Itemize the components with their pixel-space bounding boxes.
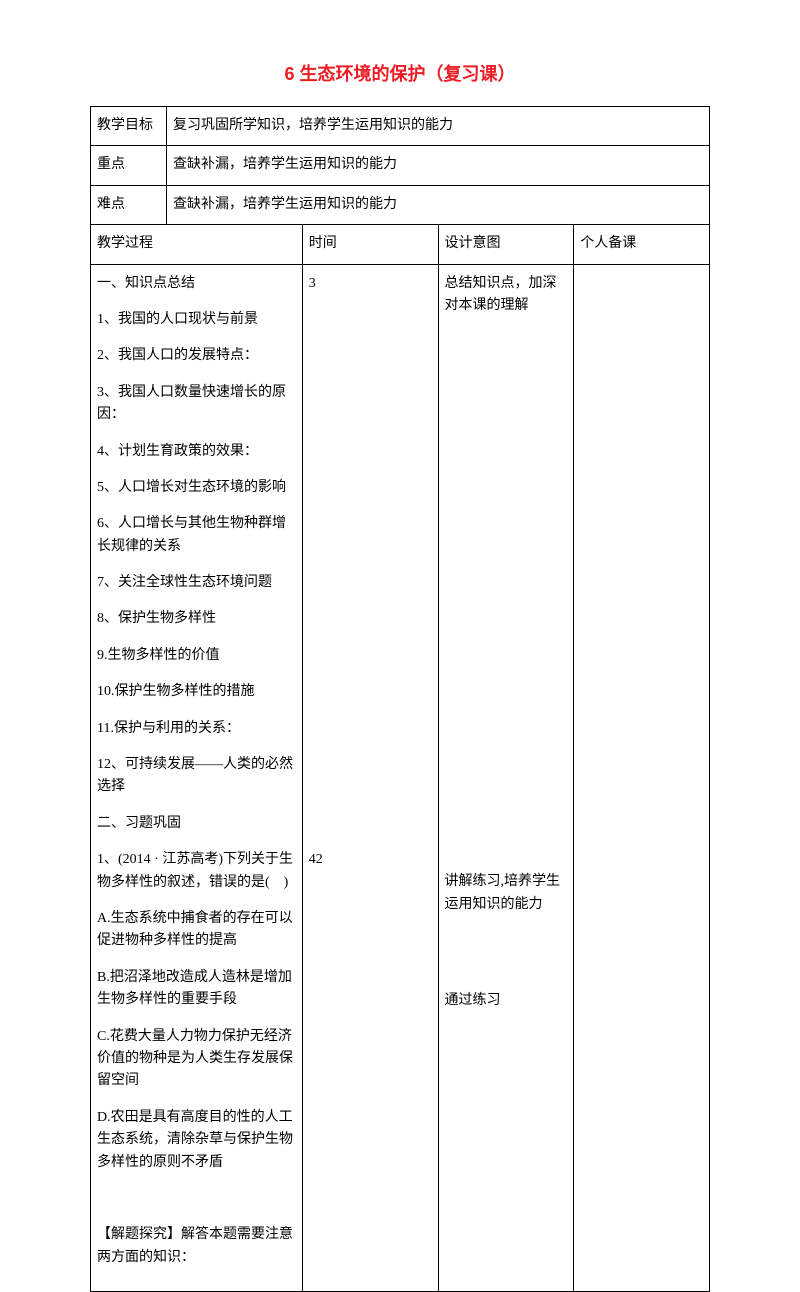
goal-label: 教学目标 [91, 107, 167, 146]
intent-text: 总结知识点，加深对本课的理解 [445, 273, 568, 318]
process-line: 5、人口增长对生态环境的影响 [97, 477, 296, 499]
document-title: 6 生态环境的保护（复习课） [90, 60, 710, 86]
row-focus: 重点 查缺补漏，培养学生运用知识的能力 [91, 146, 710, 185]
process-line: 二、习题巩固 [97, 813, 296, 835]
time-content-cell: 3 42 [302, 264, 438, 1292]
time-label: 时间 [302, 225, 438, 264]
time-value: 3 [309, 273, 432, 295]
process-line: 7、关注全球性生态环境问题 [97, 572, 296, 594]
process-line [97, 1188, 296, 1210]
notes-label: 个人备课 [574, 225, 710, 264]
process-line: B.把沼泽地改造成人造林是增加生物多样性的重要手段 [97, 967, 296, 1012]
spacer [309, 309, 432, 849]
process-label: 教学过程 [91, 225, 303, 264]
process-line: 6、人口增长与其他生物种群增长规律的关系 [97, 513, 296, 558]
process-line: 一、知识点总结 [97, 273, 296, 295]
row-content: 一、知识点总结 1、我国的人口现状与前景 2、我国人口的发展特点： 3、我国人口… [91, 264, 710, 1292]
row-difficulty: 难点 查缺补漏，培养学生运用知识的能力 [91, 185, 710, 224]
process-line: 1、我国的人口现状与前景 [97, 309, 296, 331]
process-line: 2、我国人口的发展特点： [97, 345, 296, 367]
difficulty-text: 查缺补漏，培养学生运用知识的能力 [167, 185, 710, 224]
focus-text: 查缺补漏，培养学生运用知识的能力 [167, 146, 710, 185]
intent-text: 讲解练习,培养学生运用知识的能力 [445, 871, 568, 916]
intent-text: 通过练习 [445, 990, 568, 1012]
process-line: 8、保护生物多样性 [97, 608, 296, 630]
intent-content-cell: 总结知识点，加深对本课的理解 讲解练习,培养学生运用知识的能力 通过练习 [438, 264, 574, 1292]
spacer [445, 930, 568, 990]
time-value: 42 [309, 849, 432, 871]
goal-text: 复习巩固所学知识，培养学生运用知识的能力 [167, 107, 710, 146]
process-line: C.花费大量人力物力保护无经济价值的物种是为人类生存发展保留空间 [97, 1026, 296, 1093]
process-content-cell: 一、知识点总结 1、我国的人口现状与前景 2、我国人口的发展特点： 3、我国人口… [91, 264, 303, 1292]
row-headers: 教学过程 时间 设计意图 个人备课 [91, 225, 710, 264]
process-line: 3、我国人口数量快速增长的原因： [97, 382, 296, 427]
process-line: 11.保护与利用的关系： [97, 718, 296, 740]
process-line: D.农田是具有高度目的性的人工生态系统，清除杂草与保护生物多样性的原则不矛盾 [97, 1107, 296, 1174]
process-line: 12、可持续发展——人类的必然选择 [97, 754, 296, 799]
intent-label: 设计意图 [438, 225, 574, 264]
process-line: 4、计划生育政策的效果： [97, 441, 296, 463]
difficulty-label: 难点 [91, 185, 167, 224]
lesson-plan-table: 教学目标 复习巩固所学知识，培养学生运用知识的能力 重点 查缺补漏，培养学生运用… [90, 106, 710, 1292]
notes-content-cell [574, 264, 710, 1292]
process-line: A.生态系统中捕食者的存在可以促进物种多样性的提高 [97, 908, 296, 953]
focus-label: 重点 [91, 146, 167, 185]
row-goal: 教学目标 复习巩固所学知识，培养学生运用知识的能力 [91, 107, 710, 146]
process-line: 10.保护生物多样性的措施 [97, 681, 296, 703]
process-line: 1、(2014 · 江苏高考)下列关于生物多样性的叙述，错误的是( ) [97, 849, 296, 894]
process-line: 【解题探究】解答本题需要注意两方面的知识： [97, 1224, 296, 1269]
spacer [445, 331, 568, 871]
process-line: 9.生物多样性的价值 [97, 645, 296, 667]
